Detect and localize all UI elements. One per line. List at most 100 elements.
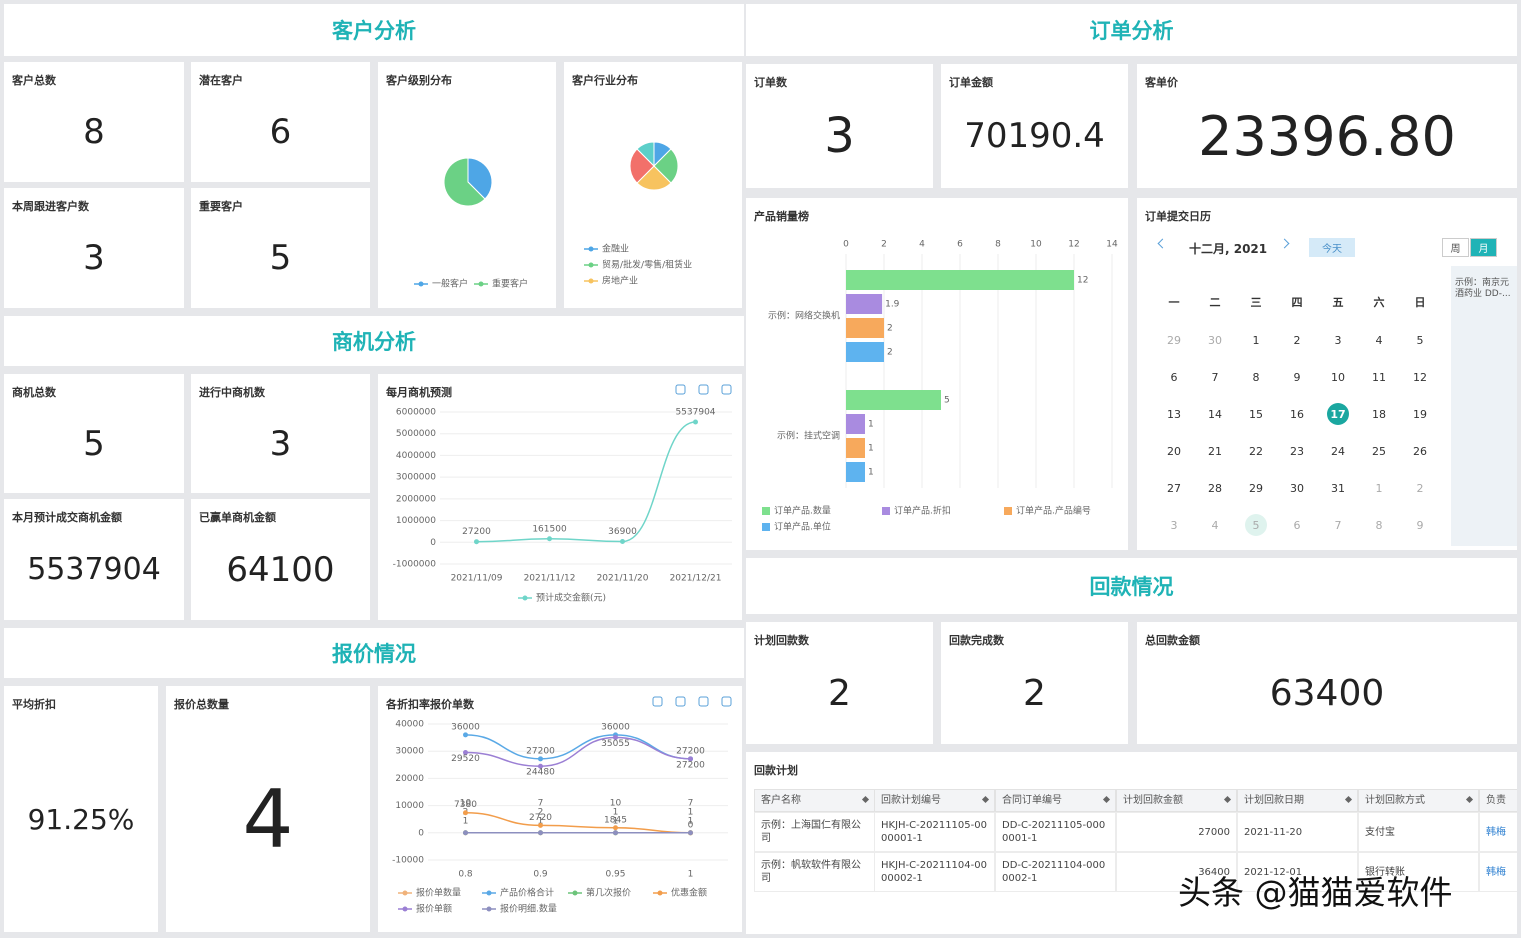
day[interactable]: 6 xyxy=(1293,518,1301,532)
kpi-value: 5537904 xyxy=(27,552,161,587)
day[interactable]: 10 xyxy=(1331,370,1345,384)
day[interactable]: 25 xyxy=(1372,444,1386,458)
data-label: 1 xyxy=(688,807,694,817)
event[interactable]: 示例：南京元酒药业 DD-... xyxy=(1455,278,1511,299)
day[interactable]: 28 xyxy=(1208,481,1222,495)
day[interactable]: 19 xyxy=(1413,407,1427,421)
x-tick-label: 1 xyxy=(688,870,694,880)
data-label: 1 xyxy=(613,807,619,817)
point xyxy=(538,822,543,828)
day[interactable]: 5 xyxy=(1245,514,1267,536)
chart-card: 客户级别分布 一般客户 重要客户 xyxy=(378,62,556,308)
day[interactable]: 31 xyxy=(1331,481,1345,495)
day[interactable]: 8 xyxy=(1252,370,1260,384)
watermark: 头条 @猫猫爱软件 xyxy=(1178,873,1453,912)
y-tick-label: 40000 xyxy=(395,720,424,730)
data-label: 1 xyxy=(868,444,874,454)
day[interactable]: 14 xyxy=(1208,407,1222,421)
point xyxy=(613,734,618,740)
point xyxy=(474,539,479,545)
kpi-label: 本周跟进客户数 xyxy=(12,200,89,213)
point xyxy=(613,825,618,831)
nav-next[interactable] xyxy=(1279,238,1290,249)
x-tick-label: 2021/12/21 xyxy=(670,574,722,584)
table-cell: 2021-11-20 xyxy=(1237,812,1358,852)
day[interactable]: 30 xyxy=(1290,481,1304,495)
day[interactable]: 30 xyxy=(1208,333,1222,347)
view-button[interactable]: 周 xyxy=(1442,238,1469,257)
pie-slice xyxy=(629,148,655,184)
x-tick-label: 0.8 xyxy=(458,870,473,880)
kpi-card: 报价总数量 4 xyxy=(166,686,370,932)
day[interactable]: 9 xyxy=(1293,370,1301,384)
toolbar-icon xyxy=(721,696,732,707)
x-tick-label: 2021/11/09 xyxy=(451,574,503,584)
day[interactable]: 5 xyxy=(1416,333,1424,347)
day[interactable]: 4 xyxy=(1211,518,1219,532)
section-header: 客户分析 xyxy=(4,4,744,56)
day[interactable]: 29 xyxy=(1167,333,1181,347)
table-header: 计划回款方式 xyxy=(1358,789,1479,812)
day[interactable]: 2 xyxy=(1293,333,1301,347)
toolbar-icon xyxy=(698,696,709,707)
day[interactable]: 2 xyxy=(1416,481,1424,495)
y-tick-label: 示例：挂式空调 xyxy=(777,430,840,442)
day[interactable]: 9 xyxy=(1416,518,1424,532)
table-header: 回款计划编号 xyxy=(874,789,995,812)
day[interactable]: 4 xyxy=(1375,333,1383,347)
day[interactable]: 20 xyxy=(1167,444,1181,458)
day[interactable]: 7 xyxy=(1211,370,1219,384)
weekday: 一 xyxy=(1168,296,1180,309)
day[interactable]: 29 xyxy=(1249,481,1263,495)
day[interactable]: 15 xyxy=(1249,407,1263,421)
day[interactable]: 3 xyxy=(1170,518,1178,532)
legend-label: 金融业 xyxy=(602,243,629,255)
day[interactable]: 11 xyxy=(1372,370,1386,384)
kpi-label: 总回款金额 xyxy=(1145,634,1200,647)
day[interactable]: 7 xyxy=(1334,518,1342,532)
y-tick-label: 30000 xyxy=(395,747,424,757)
day[interactable]: 1 xyxy=(1252,333,1260,347)
chart-card: 每月商机预测 -1000000 0 1000000 2000000 3000000 4000… xyxy=(378,374,742,620)
table-header: 计划回款日期 xyxy=(1237,789,1358,812)
event-column xyxy=(1451,266,1517,546)
point xyxy=(463,830,468,836)
day[interactable]: 22 xyxy=(1249,444,1263,458)
month-label: 十二月, 2021 xyxy=(1189,242,1268,256)
section-title: 商机分析 xyxy=(332,330,416,354)
legend-marker xyxy=(478,281,484,287)
kpi-value: 5 xyxy=(269,238,292,278)
legend-marker xyxy=(522,595,528,601)
x-tick-label: 2021/11/20 xyxy=(597,574,649,584)
x-tick-label: 14 xyxy=(1106,240,1118,250)
day[interactable]: 8 xyxy=(1375,518,1383,532)
day[interactable]: 17 xyxy=(1327,403,1349,425)
day[interactable]: 27 xyxy=(1167,481,1181,495)
bar xyxy=(846,414,865,434)
weekday: 六 xyxy=(1373,296,1385,309)
view-button[interactable]: 月 xyxy=(1470,238,1497,257)
calendar-title: 订单提交日历 xyxy=(1145,210,1211,223)
day[interactable]: 6 xyxy=(1170,370,1178,384)
day[interactable]: 21 xyxy=(1208,444,1222,458)
point xyxy=(538,763,543,769)
day[interactable]: 3 xyxy=(1334,333,1342,347)
kpi-value: 6 xyxy=(269,112,292,152)
nav-prev[interactable] xyxy=(1157,238,1168,249)
bar xyxy=(846,390,941,410)
day[interactable]: 12 xyxy=(1413,370,1427,384)
day[interactable]: 26 xyxy=(1413,444,1427,458)
legend-label: 订单产品.产品编号 xyxy=(1016,505,1091,517)
today-button[interactable]: 今天 xyxy=(1309,238,1355,257)
day[interactable]: 23 xyxy=(1290,444,1304,458)
kpi-label: 计划回款数 xyxy=(754,634,809,647)
day[interactable]: 16 xyxy=(1290,407,1304,421)
day[interactable]: 13 xyxy=(1167,407,1181,421)
day[interactable]: 1 xyxy=(1375,481,1383,495)
day[interactable]: 24 xyxy=(1331,444,1345,458)
data-label: 1 xyxy=(868,468,874,478)
day[interactable]: 18 xyxy=(1372,407,1386,421)
section-header: 订单分析 xyxy=(746,4,1517,56)
toolbar-icon xyxy=(675,384,686,395)
